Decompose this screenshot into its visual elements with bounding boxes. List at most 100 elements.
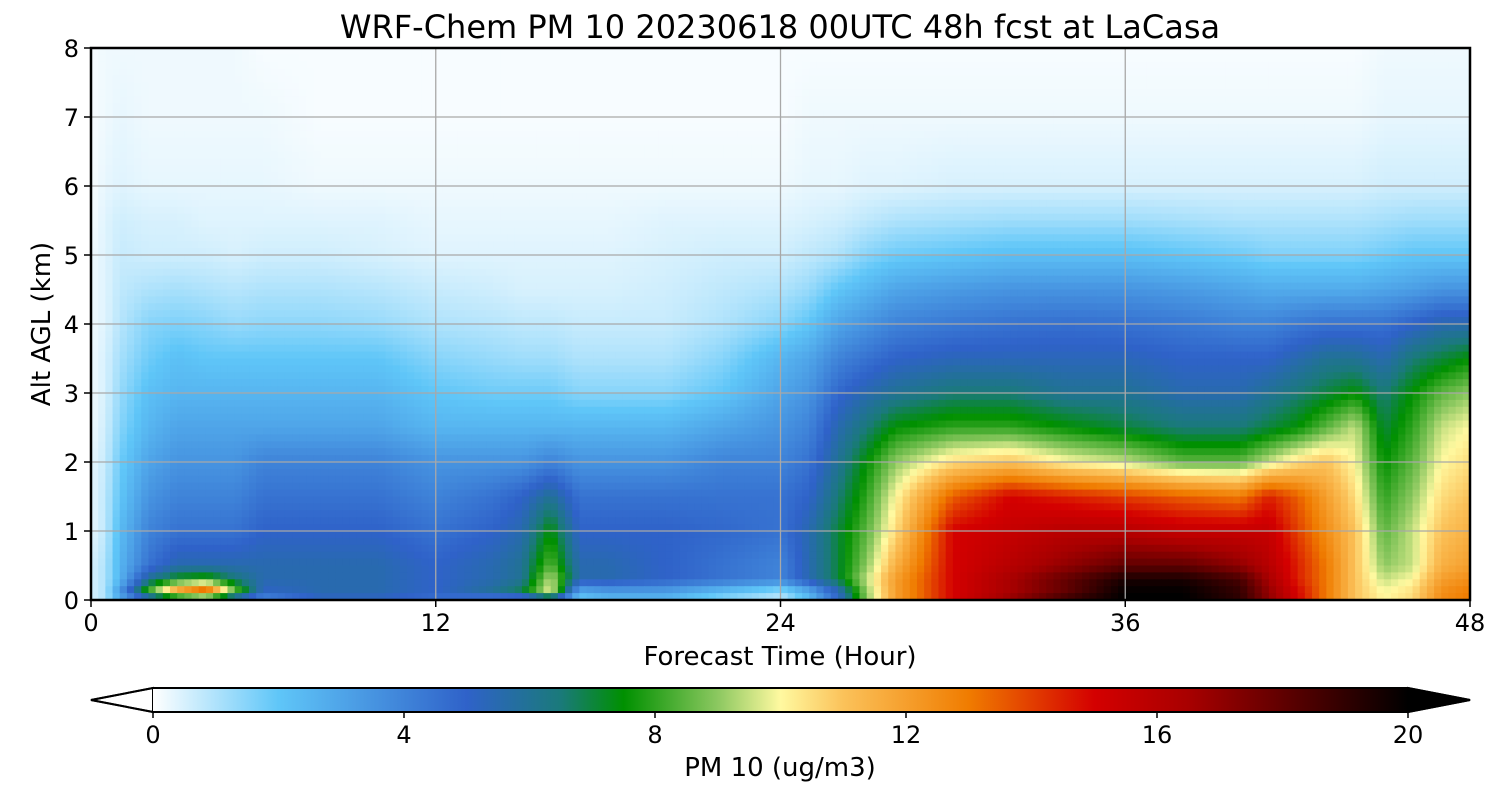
heatmap-cell — [1297, 206, 1306, 215]
heatmap-cell — [1197, 89, 1205, 97]
heatmap-cell — [112, 117, 121, 125]
heatmap-cell — [1204, 68, 1213, 77]
heatmap-cell — [1369, 82, 1378, 90]
heatmap-cell — [1096, 137, 1105, 146]
heatmap-cell — [148, 96, 157, 104]
heatmap-cell — [1211, 213, 1220, 222]
heatmap-cell — [1462, 123, 1471, 132]
heatmap-cell — [902, 68, 911, 77]
heatmap-cell — [98, 130, 106, 139]
heatmap-cell — [543, 192, 552, 201]
heatmap-cell — [1218, 110, 1227, 118]
heatmap-cell — [852, 213, 861, 222]
heatmap-cell — [773, 75, 782, 84]
heatmap-cell — [91, 54, 99, 63]
heatmap-cell — [1046, 123, 1055, 132]
heatmap-cell — [1254, 179, 1263, 187]
heatmap-cell — [162, 48, 171, 56]
heatmap-cell — [730, 123, 738, 132]
heatmap-cell — [909, 110, 918, 118]
heatmap-cell — [1110, 117, 1119, 125]
heatmap-cell — [507, 48, 516, 56]
heatmap-cell — [306, 82, 315, 90]
heatmap-cell — [148, 89, 157, 97]
heatmap-cell — [1189, 82, 1198, 90]
heatmap-cell — [1347, 96, 1356, 104]
heatmap-cell — [823, 220, 832, 228]
heatmap-cell — [313, 220, 322, 228]
heatmap-cell — [313, 75, 322, 84]
heatmap-cell — [816, 123, 825, 132]
heatmap-cell — [938, 137, 947, 146]
heatmap-cell — [694, 144, 703, 153]
heatmap-cell — [521, 75, 530, 84]
heatmap-cell — [342, 82, 351, 90]
heatmap-cell — [687, 192, 695, 201]
heatmap-cell — [615, 172, 624, 180]
heatmap-cell — [277, 48, 286, 56]
heatmap-cell — [471, 75, 480, 84]
heatmap-cell — [342, 117, 351, 125]
heatmap-cell — [1132, 89, 1141, 97]
heatmap-cell — [1448, 206, 1457, 215]
heatmap-cell — [931, 61, 940, 70]
heatmap-cell — [773, 199, 782, 208]
heatmap-cell — [457, 179, 466, 187]
heatmap-cell — [1390, 192, 1399, 201]
heatmap-cell — [1362, 75, 1371, 84]
heatmap-cell — [1146, 123, 1155, 132]
heatmap-cell — [1441, 165, 1450, 173]
heatmap-cell — [1247, 123, 1256, 132]
heatmap-cell — [1347, 199, 1356, 208]
heatmap-cell — [1247, 54, 1256, 63]
heatmap-cell — [1139, 179, 1148, 187]
heatmap-cell — [342, 158, 351, 166]
heatmap-cell — [1067, 117, 1076, 125]
heatmap-cell — [938, 103, 947, 111]
heatmap-cell — [1455, 117, 1464, 125]
heatmap-cell — [924, 61, 932, 70]
heatmap-cell — [234, 179, 243, 187]
heatmap-cell — [349, 199, 358, 208]
heatmap-cell — [1340, 165, 1349, 173]
heatmap-cell — [1319, 165, 1327, 173]
heatmap-cell — [579, 82, 588, 90]
heatmap-cell — [507, 54, 516, 63]
heatmap-cell — [895, 82, 904, 90]
heatmap-cell — [1419, 144, 1428, 153]
heatmap-cell — [500, 151, 509, 159]
heatmap-cell — [981, 123, 990, 132]
heatmap-cell — [1031, 213, 1040, 222]
heatmap-cell — [1283, 117, 1292, 125]
heatmap-cell — [536, 213, 545, 222]
heatmap-cell — [119, 158, 128, 166]
heatmap-cell — [385, 199, 394, 208]
heatmap-cell — [1146, 144, 1155, 153]
heatmap-cell — [1333, 82, 1342, 90]
heatmap-cell — [565, 68, 573, 77]
heatmap-cell — [572, 186, 580, 194]
heatmap-cell — [830, 206, 839, 215]
heatmap-cell — [1118, 48, 1126, 56]
heatmap-cell — [938, 199, 947, 208]
heatmap-cell — [1319, 68, 1327, 77]
heatmap-cell — [198, 199, 207, 208]
heatmap-cell — [1448, 151, 1457, 159]
heatmap-cell — [723, 89, 731, 97]
heatmap-cell — [1390, 96, 1399, 104]
heatmap-cell — [263, 103, 272, 111]
heatmap-cell — [500, 54, 509, 63]
heatmap-cell — [543, 151, 552, 159]
heatmap-cell — [306, 158, 315, 166]
heatmap-cell — [270, 172, 279, 180]
heatmap-cell — [579, 186, 588, 194]
heatmap-cell — [1096, 165, 1105, 173]
heatmap-cell — [1455, 172, 1464, 180]
heatmap-cell — [1074, 68, 1083, 77]
heatmap-cell — [306, 123, 315, 132]
heatmap-cell — [909, 186, 918, 194]
heatmap-cell — [356, 220, 365, 228]
heatmap-cell — [550, 144, 559, 153]
heatmap-cell — [450, 75, 458, 84]
heatmap-cell — [931, 130, 940, 139]
